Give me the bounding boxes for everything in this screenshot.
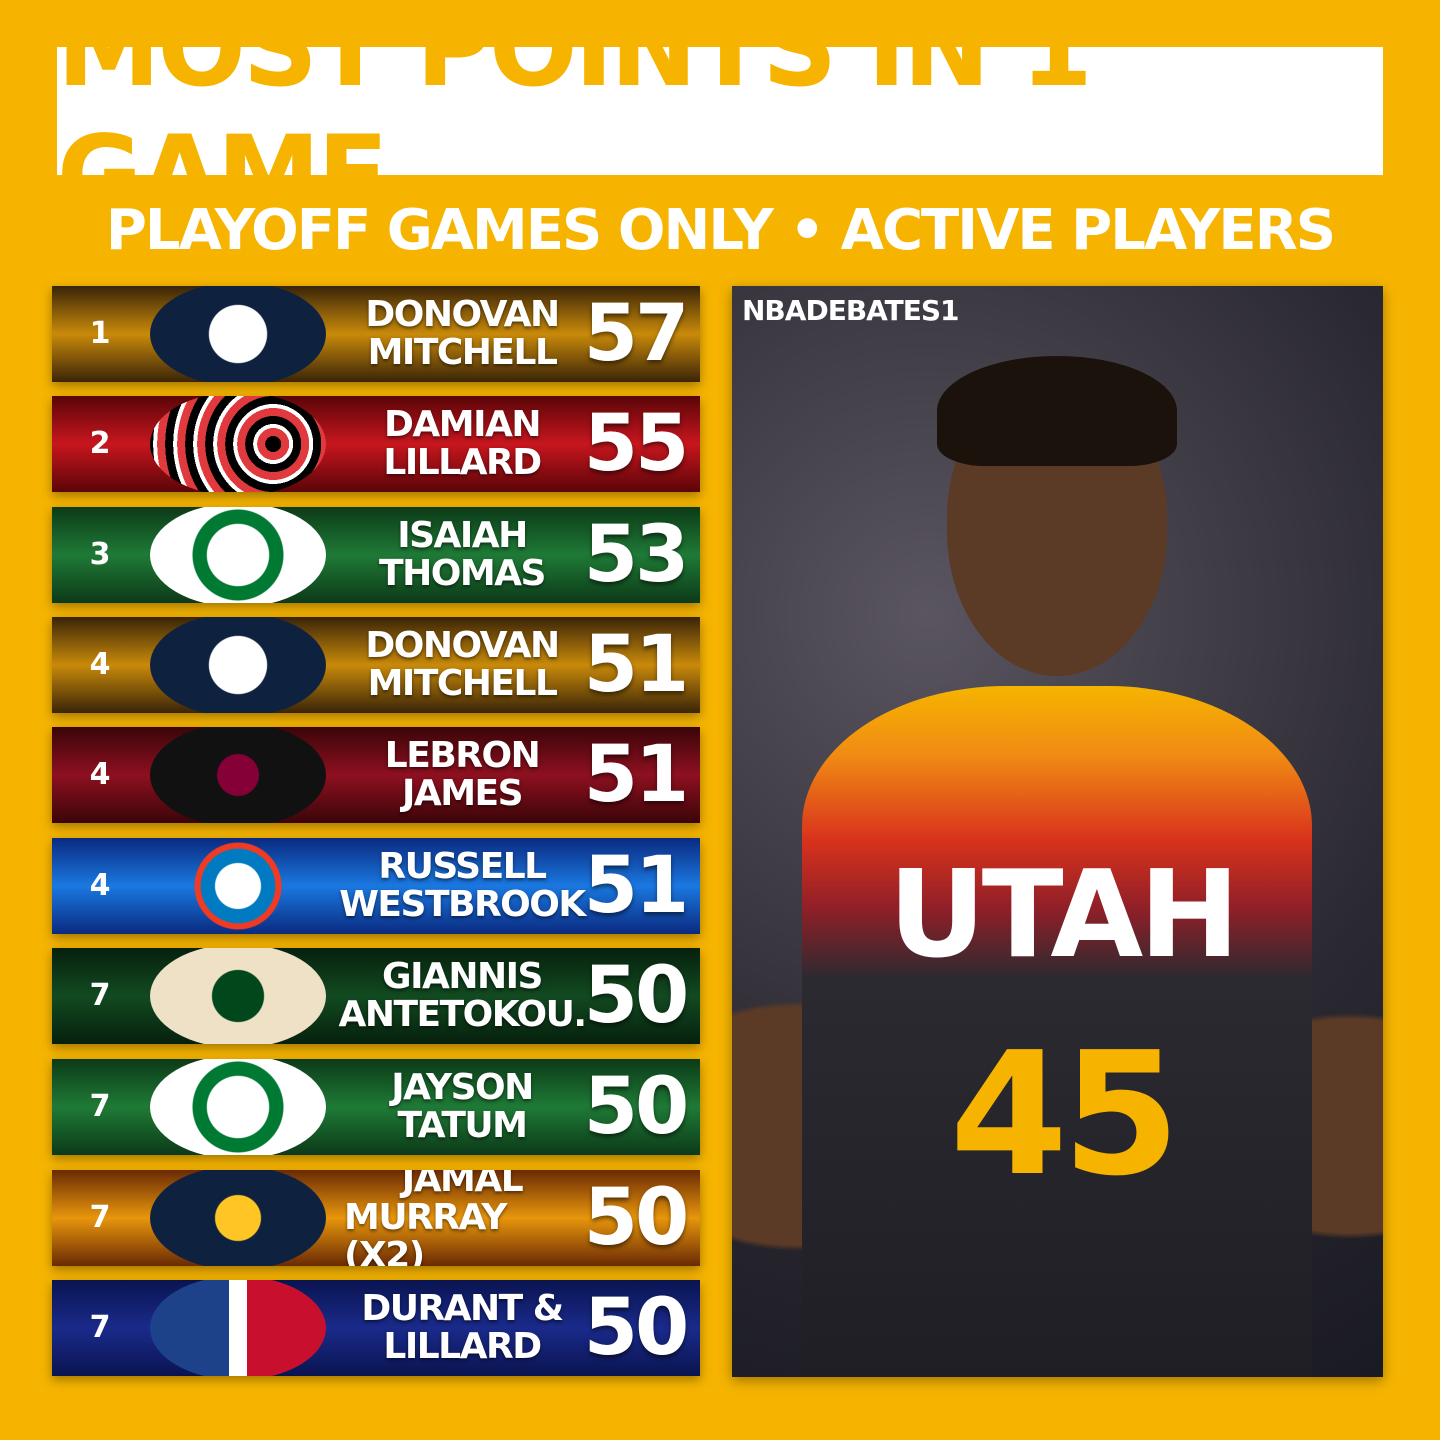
rank: 7 [89,1310,111,1345]
points: 55 [583,399,690,489]
nba-logo-icon [150,1280,326,1376]
name-line-1: DONOVAN [365,625,560,666]
jersey-text: UTAH [888,846,1239,985]
name-line-1: ISAIAH [397,515,528,556]
name-line-2: MITCHELL [367,332,558,373]
ranking-row: 1 DONOVAN MITCHELL 57 [52,286,700,382]
jersey-number: 45 [949,1016,1181,1214]
celtics-logo-icon [150,507,326,603]
name-line-1: DURANT & [361,1288,564,1329]
name-line-1: LEBRON [384,735,541,776]
name-line-1: JAYSON [391,1067,534,1108]
rank: 4 [89,868,111,903]
name-line-2: LILLARD [383,442,542,483]
name-line-1: GIANNIS [382,956,543,997]
ranking-row: 3 ISAIAH THOMAS 53 [52,507,700,603]
player-name: GIANNIS ANTETOKOU. [338,954,587,1038]
bucks-logo-icon [150,948,326,1044]
player-photo: UTAH 45 NBADEBATES1 [732,286,1383,1377]
points: 53 [583,510,690,600]
subtitle: PLAYOFF GAMES ONLY • ACTIVE PLAYERS [105,198,1336,263]
player-name: DONOVAN MITCHELL [344,623,580,707]
rank: 2 [89,426,111,461]
rank: 7 [89,978,111,1013]
jazz-logo-icon [150,286,326,382]
thunder-logo-icon [150,838,326,934]
rank: 7 [89,1089,111,1124]
ranking-row: 4 LEBRON JAMES 51 [52,727,700,823]
points: 51 [583,620,690,710]
name-line-2: THOMAS [379,553,546,594]
player-name: ISAIAH THOMAS [344,513,580,597]
ranking-row: 4 RUSSELL WESTBROOK 51 [52,838,700,934]
player-name: JAMAL MURRAY (X2) [344,1170,580,1266]
rank: 7 [89,1200,111,1235]
ranking-row: 7 GIANNIS ANTETOKOU. 50 [52,948,700,1044]
page-title: MOST POINTS IN 1 GAME [57,0,1093,240]
name-line-2: WESTBROOK [339,884,586,925]
points: 50 [583,1173,690,1263]
name-line-1: RUSSELL [378,846,547,887]
cavaliers-logo-icon [150,727,326,823]
ranking-row: 7 DURANT & LILLARD 50 [52,1280,700,1376]
ranking-row: 7 JAYSON TATUM 50 [52,1059,700,1155]
name-line-1: DONOVAN [365,294,560,335]
name-line-2: MITCHELL [367,663,558,704]
player-name: RUSSELL WESTBROOK [339,844,586,928]
rank: 4 [89,647,111,682]
player-hair [937,356,1177,466]
ranking-row: 4 DONOVAN MITCHELL 51 [52,617,700,713]
jazz-logo-icon [150,617,326,713]
player-name: DONOVAN MITCHELL [344,292,580,376]
points: 51 [583,841,690,931]
points: 50 [583,951,690,1041]
points: 57 [583,289,690,379]
player-name: DURANT & LILLARD [344,1286,580,1370]
ranking-row: 7 JAMAL MURRAY (X2) 50 [52,1170,700,1266]
celtics-logo-icon [150,1059,326,1155]
points: 51 [583,730,690,820]
points: 50 [583,1283,690,1373]
name-line-2: MURRAY (X2) [344,1197,507,1267]
rank: 1 [89,316,111,351]
player-name: DAMIAN LILLARD [344,402,580,486]
player-name: LEBRON JAMES [344,733,580,817]
name-line-2: JAMES [401,773,524,814]
ranking-row: 2 DAMIAN LILLARD 55 [52,396,700,492]
name-line-2: TATUM [397,1105,528,1146]
name-line-2: LILLARD [383,1326,542,1367]
trail-blazers-logo-icon [150,396,326,492]
rank: 4 [89,757,111,792]
rank: 3 [89,537,111,572]
points: 50 [583,1062,690,1152]
name-line-1: DAMIAN [384,404,541,445]
player-name: JAYSON TATUM [344,1065,580,1149]
watermark: NBADEBATES1 [742,294,960,327]
name-line-2: ANTETOKOU. [338,994,587,1035]
jersey [802,686,1312,1377]
name-line-1: JAMAL [401,1170,524,1200]
title-banner: MOST POINTS IN 1 GAME [57,0,1383,239]
nuggets-logo-icon [150,1170,326,1266]
